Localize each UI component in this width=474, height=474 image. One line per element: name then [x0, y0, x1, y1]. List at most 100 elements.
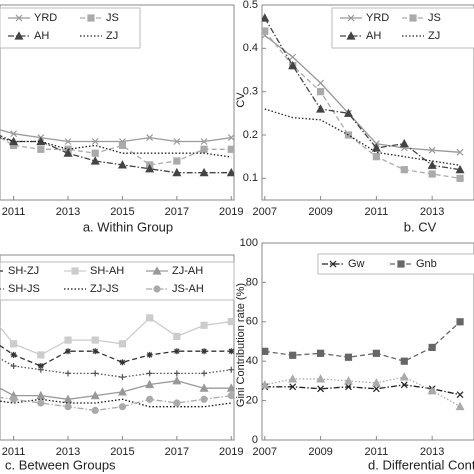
marker [456, 148, 464, 156]
series-line [264, 30, 461, 179]
y-tick-label: 0.1 [243, 172, 258, 184]
marker [10, 395, 18, 403]
series-group [0, 129, 234, 177]
series-line [0, 134, 232, 174]
marker [65, 348, 72, 355]
marker [37, 363, 44, 369]
marker [90, 156, 100, 165]
marker [262, 380, 270, 389]
legend-label: YRD [366, 12, 389, 24]
marker [316, 104, 326, 113]
marker [228, 366, 234, 373]
marker [288, 60, 298, 70]
y-tick-label: 40 [246, 355, 258, 367]
marker [10, 130, 18, 138]
marker [92, 370, 99, 377]
legend-label: YRD [34, 12, 57, 24]
legend-label: AH [34, 30, 49, 42]
marker [344, 353, 353, 361]
marker [427, 385, 437, 395]
legend-label: ZJ-JS [90, 283, 119, 295]
marker [90, 390, 100, 400]
legend-label: SH-JS [8, 283, 40, 295]
marker [346, 31, 356, 40]
marker [91, 336, 99, 344]
series-line [0, 344, 232, 367]
marker [37, 366, 44, 373]
marker [262, 347, 269, 355]
marker [200, 145, 208, 153]
marker [173, 399, 181, 407]
marker [91, 138, 99, 145]
marker [119, 374, 126, 381]
y-tick-label: 100 [240, 237, 258, 249]
marker [118, 403, 127, 411]
marker [118, 141, 127, 149]
marker [145, 379, 155, 389]
marker [173, 157, 181, 165]
marker [146, 314, 154, 322]
marker [400, 357, 408, 365]
x-tick-label: 2011 [365, 206, 389, 218]
legend-label: ZJ [106, 30, 118, 42]
marker [117, 160, 127, 169]
marker [397, 260, 405, 268]
marker [91, 149, 99, 157]
marker [145, 164, 155, 173]
marker [71, 267, 79, 275]
marker [456, 174, 464, 182]
panel-caption: d. Differential Contri [368, 457, 474, 472]
marker [226, 167, 234, 177]
y-tick-label: 0 [252, 434, 258, 446]
marker [37, 351, 45, 359]
panel-caption: b. CV [404, 219, 437, 234]
marker [428, 343, 436, 352]
series-line [0, 136, 232, 166]
series-line [264, 34, 461, 153]
y-tick-label: 0.2 [243, 129, 258, 141]
marker [343, 108, 353, 117]
marker [456, 391, 464, 399]
marker [289, 383, 297, 391]
x-tick-label: 2019 [219, 206, 243, 218]
marker [427, 160, 437, 169]
marker [372, 349, 380, 357]
marker [316, 88, 325, 96]
marker [227, 392, 234, 400]
marker [316, 349, 325, 357]
marker [172, 167, 182, 177]
panel-caption: a. Within Group [83, 219, 173, 234]
marker [14, 31, 24, 40]
y-tick-label: 0.4 [243, 42, 258, 54]
marker [199, 383, 209, 392]
legend-label: JS [106, 12, 119, 24]
marker [289, 53, 297, 61]
y-tick-label: 0.5 [243, 0, 258, 11]
marker [146, 134, 154, 142]
legend-label: JS [428, 12, 441, 24]
series-line [0, 394, 232, 412]
marker [262, 13, 270, 22]
marker [343, 376, 353, 385]
y-axis-label: CV [235, 92, 247, 108]
marker [400, 166, 408, 174]
marker [455, 401, 465, 411]
marker [409, 14, 417, 22]
marker [152, 266, 162, 275]
x-tick-label: 2013 [56, 206, 80, 218]
x-tick-label: 2009 [308, 206, 332, 218]
marker [371, 378, 381, 387]
x-tick-label: 2017 [165, 206, 189, 218]
legend-label: Gw [348, 258, 365, 270]
series-line [0, 398, 232, 408]
marker [399, 138, 409, 148]
y-tick-label: 20 [246, 395, 258, 407]
marker [317, 79, 325, 87]
marker [200, 395, 208, 403]
marker [262, 27, 269, 35]
x-tick-label: 2011 [365, 446, 389, 458]
marker [173, 370, 180, 377]
series-line [264, 384, 461, 396]
marker [119, 359, 126, 366]
marker [227, 134, 234, 142]
